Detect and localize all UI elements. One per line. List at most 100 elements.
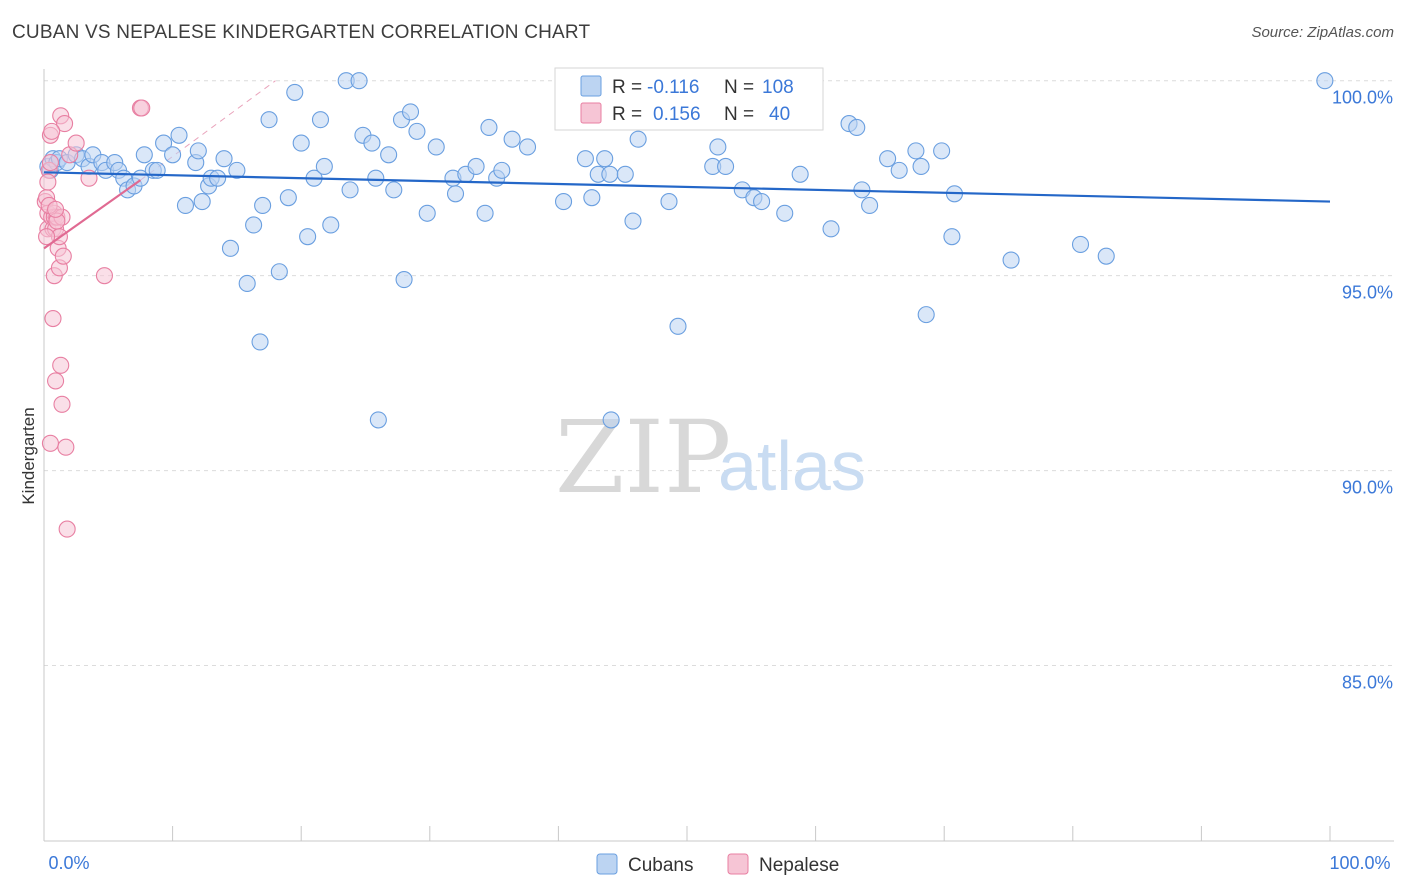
cubans-point — [350, 72, 368, 90]
cubans-point — [299, 228, 317, 246]
cubans-point — [369, 411, 387, 429]
cubans-point — [251, 333, 269, 351]
cubans-point — [791, 165, 809, 183]
stats-cubans-n-label: N = — [724, 77, 754, 98]
cubans-point — [753, 193, 771, 211]
cubans-point — [848, 118, 866, 137]
stats-cubans-r-label: R = — [612, 77, 642, 98]
stats-cubans-r: -0.116 — [647, 77, 699, 98]
cubans-point — [363, 134, 381, 152]
watermark-atlas: atlas — [718, 427, 866, 505]
cubans-point — [822, 220, 840, 238]
cubans-point — [602, 411, 620, 429]
cubans-point — [476, 204, 494, 222]
cubans-point — [861, 196, 879, 215]
cubans-point — [286, 83, 304, 101]
stats-nepalese-r-label: R = — [612, 104, 642, 125]
cubans-point — [624, 212, 642, 230]
cubans-point — [189, 142, 207, 160]
cubans-point — [408, 122, 426, 140]
cubans-point — [669, 317, 687, 335]
stats-swatch-nepalese — [580, 102, 602, 124]
cubans-point — [518, 138, 537, 156]
nepalese-point — [43, 122, 61, 140]
nepalese-point — [47, 200, 65, 218]
cubans-point — [596, 150, 614, 168]
cubans-point — [418, 204, 436, 222]
cubans-point — [260, 111, 278, 129]
cubans-point — [193, 193, 211, 211]
cubans-point — [164, 146, 182, 164]
nepalese-points — [36, 99, 151, 538]
cubans-point — [270, 263, 288, 281]
nepalese-point — [52, 356, 70, 374]
nepalese-point — [133, 99, 151, 117]
source-label: Source: ZipAtlas.com — [1251, 24, 1394, 41]
nepalese-trend-line — [43, 179, 142, 250]
x-tick-label-min: 0.0% — [48, 853, 89, 873]
cubans-point — [221, 239, 240, 257]
cubans-point — [311, 111, 330, 129]
nepalese-point — [54, 247, 72, 265]
cubans-point — [890, 161, 908, 179]
cubans-point — [943, 228, 961, 246]
cubans-point — [907, 142, 925, 160]
cubans-point — [493, 161, 511, 179]
cubans-point — [601, 165, 619, 183]
watermark-zip: ZIP — [555, 399, 731, 516]
chart-title: CUBAN VS NEPALESE KINDERGARTEN CORRELATI… — [12, 22, 591, 43]
cubans-point — [917, 306, 935, 324]
cubans-point — [776, 204, 794, 222]
cubans-point — [215, 150, 233, 168]
legend-item-nepalese[interactable]: Nepalese — [727, 853, 839, 876]
cubans-point — [228, 161, 246, 179]
cubans-point — [576, 150, 594, 168]
trend-lines — [43, 171, 1331, 250]
stats-cubans-n: 108 — [762, 77, 794, 98]
cubans-point — [583, 189, 601, 207]
cubans-point — [709, 138, 727, 156]
cubans-point — [341, 181, 359, 199]
cubans-point — [315, 157, 333, 176]
nepalese-point — [58, 520, 76, 538]
stats-swatch-cubans — [580, 75, 602, 97]
cubans-point — [367, 169, 385, 187]
nepalese-point — [38, 228, 56, 246]
cubans-point — [427, 138, 445, 156]
nepalese-point — [39, 173, 57, 191]
stats-box: R = -0.116 N = 108 R = 0.156 N = 40 — [554, 67, 824, 131]
cubans-point — [1316, 72, 1334, 90]
cubans-point — [155, 134, 173, 152]
nepalese-point — [56, 115, 74, 133]
cubans-point — [1097, 247, 1115, 265]
nepalese-point — [95, 267, 113, 285]
x-tick-label-max: 100.0% — [1329, 853, 1390, 873]
cubans-point — [503, 130, 521, 148]
reference-dashed-line — [140, 80, 276, 181]
cubans-point — [380, 146, 398, 164]
y-tick-label: 95.0% — [1342, 283, 1393, 303]
y-tick-label: 100.0% — [1332, 88, 1393, 108]
cubans-point — [912, 157, 930, 176]
cubans-point — [879, 150, 897, 168]
cubans-point — [480, 118, 498, 137]
cubans-point — [135, 146, 153, 164]
legend-item-cubans[interactable]: Cubans — [596, 853, 694, 876]
cubans-point — [554, 193, 573, 211]
cubans-trend-line — [43, 171, 1331, 203]
cubans-point — [238, 274, 256, 292]
cubans-point — [660, 193, 678, 211]
nepalese-trend-extension — [140, 80, 276, 181]
nepalese-point — [53, 395, 71, 413]
cubans-point — [616, 165, 634, 183]
cubans-point — [717, 157, 735, 176]
cubans-point — [170, 126, 188, 144]
cubans-point — [279, 189, 297, 207]
nepalese-point — [41, 434, 59, 452]
cubans-point — [933, 142, 951, 160]
legend: Cubans Nepalese — [596, 853, 839, 876]
cubans-point — [245, 216, 263, 234]
cubans-point — [292, 134, 310, 152]
cubans-point — [322, 216, 340, 234]
